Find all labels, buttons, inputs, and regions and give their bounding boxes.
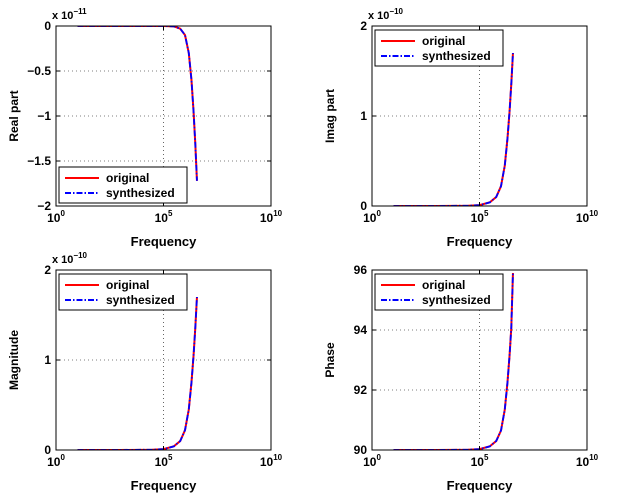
x-axis-label: Frequency [131, 478, 198, 493]
x-tick-label: 1010 [576, 453, 599, 469]
legend-label-synthesized: synthesized [106, 186, 175, 200]
chart-panel-4: 100 105 1010 90 92 94 96 Frequency Phase original… [323, 263, 599, 493]
x-tick-label: 1010 [576, 209, 599, 225]
y-tick-label: 94 [354, 323, 368, 337]
x-tick-label: 105 [155, 209, 173, 225]
y-tick-label: −1 [37, 109, 51, 123]
legend-label-original: original [106, 171, 149, 185]
x-axis-label: Frequency [447, 478, 514, 493]
legend-label-original: original [106, 278, 149, 292]
legend-box [374, 29, 504, 67]
y-axis-label: Imag part [323, 89, 337, 143]
legend-box [58, 166, 188, 204]
legend-label-synthesized: synthesized [422, 49, 491, 63]
y-tick-label: 0 [44, 19, 51, 33]
x-tick-label: 100 [363, 453, 381, 469]
y-tick-label: 2 [44, 263, 51, 277]
x-tick-label: 100 [47, 453, 65, 469]
x-tick-label: 100 [363, 209, 381, 225]
x-tick-label: 1010 [260, 453, 283, 469]
x-tick-label: 105 [471, 453, 489, 469]
legend-label-synthesized: synthesized [422, 293, 491, 307]
y-tick-label: 0 [360, 199, 367, 213]
legend-box [58, 273, 188, 311]
chart-panel-1: 100 105 1010 −2 −1.5 −1 −0.5 0x 10−11 Frequency R… [7, 7, 283, 249]
chart-panel-2: 100 105 1010 0 1 2x 10−10 Frequency Imag part or… [323, 7, 599, 249]
y-axis-multiplier: x 10−10 [52, 251, 88, 266]
y-axis-label: Real part [7, 90, 21, 141]
y-tick-label: 0 [44, 443, 51, 457]
chart-panel-3: 100 105 1010 0 1 2x 10−10 Frequency Magnitude or… [7, 251, 283, 493]
legend-box [374, 273, 504, 311]
y-tick-label: 1 [360, 109, 367, 123]
y-tick-label: −1.5 [27, 154, 51, 168]
y-tick-label: −0.5 [27, 64, 51, 78]
legend-label-original: original [422, 34, 465, 48]
y-tick-label: 1 [44, 353, 51, 367]
y-axis-multiplier: x 10−10 [368, 7, 404, 22]
y-tick-label: 96 [354, 263, 368, 277]
y-axis-label: Magnitude [7, 330, 21, 390]
x-tick-label: 1010 [260, 209, 283, 225]
x-tick-label: 105 [155, 453, 173, 469]
legend-label-synthesized: synthesized [106, 293, 175, 307]
y-tick-label: 2 [360, 19, 367, 33]
y-axis-label: Phase [323, 342, 337, 378]
x-axis-label: Frequency [131, 234, 198, 249]
x-axis-label: Frequency [447, 234, 514, 249]
y-tick-label: −2 [37, 199, 51, 213]
y-tick-label: 90 [354, 443, 368, 457]
y-axis-multiplier: x 10−11 [52, 7, 87, 22]
legend-label-original: original [422, 278, 465, 292]
x-tick-label: 105 [471, 209, 489, 225]
x-tick-label: 100 [47, 209, 65, 225]
series-line-synthesized [77, 26, 198, 181]
y-tick-label: 92 [354, 383, 368, 397]
